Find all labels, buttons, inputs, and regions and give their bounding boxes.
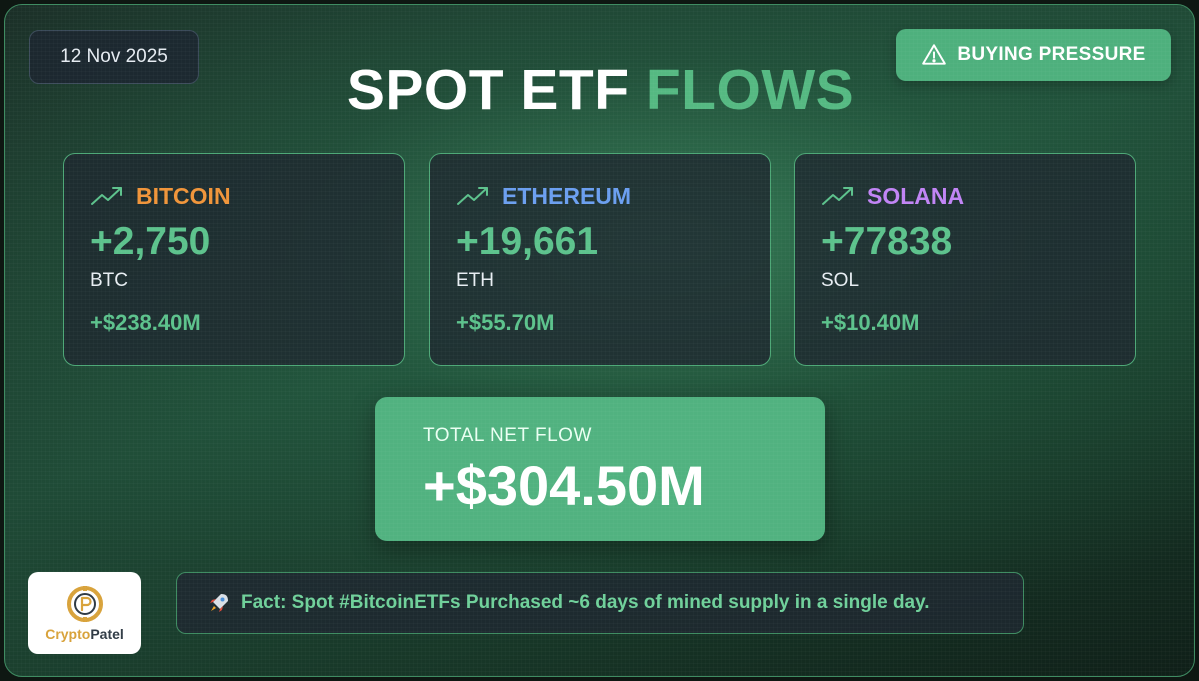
date-badge: 12 Nov 2025 bbox=[29, 30, 199, 84]
buying-pressure-badge: BUYING PRESSURE bbox=[896, 29, 1171, 81]
fact-text: Fact: Spot #BitcoinETFs Purchased ~6 day… bbox=[241, 592, 930, 613]
total-net-flow-panel: TOTAL NET FLOW +$304.50M bbox=[375, 397, 825, 541]
rocket-icon bbox=[210, 594, 228, 612]
card-usd: +$238.40M bbox=[90, 310, 201, 335]
card-usd: +$55.70M bbox=[456, 310, 555, 335]
trending-up-icon bbox=[822, 187, 853, 205]
card-ethereum: ETHEREUM +19,661 ETH +$55.70M bbox=[429, 153, 771, 366]
card-amount: +2,750 bbox=[90, 220, 211, 263]
logo-text: CryptoPatel bbox=[45, 626, 124, 642]
trending-up-icon bbox=[457, 187, 488, 205]
card-unit: SOL bbox=[821, 270, 860, 291]
infographic-frame: 12 Nov 2025 BUYING PRESSURE SPOT ETF FLO… bbox=[4, 4, 1195, 677]
card-unit: BTC bbox=[90, 270, 128, 291]
title-part-1: SPOT ETF bbox=[346, 58, 630, 122]
card-solana: SOLANA +77838 SOL +$10.40M bbox=[794, 153, 1136, 366]
total-value: +$304.50M bbox=[423, 454, 705, 517]
card-amount: +19,661 bbox=[456, 220, 599, 263]
badge-label: BUYING PRESSURE bbox=[957, 44, 1146, 65]
coin-logo-icon bbox=[66, 586, 103, 622]
card-name: SOLANA bbox=[867, 182, 965, 209]
title-part-2: FLOWS bbox=[645, 58, 855, 122]
card-usd: +$10.40M bbox=[821, 310, 920, 335]
card-unit: ETH bbox=[456, 270, 494, 291]
cryptopatel-logo: CryptoPatel bbox=[28, 572, 141, 654]
card-amount: +77838 bbox=[821, 220, 953, 263]
page-title: SPOT ETF FLOWS bbox=[5, 57, 1194, 123]
total-label: TOTAL NET FLOW bbox=[423, 425, 592, 446]
card-name: BITCOIN bbox=[136, 182, 231, 209]
card-name: ETHEREUM bbox=[502, 182, 632, 209]
trending-up-icon bbox=[91, 187, 122, 205]
warning-icon bbox=[922, 44, 947, 65]
card-bitcoin: BITCOIN +2,750 BTC +$238.40M bbox=[63, 153, 405, 366]
fact-banner: Fact: Spot #BitcoinETFs Purchased ~6 day… bbox=[176, 572, 1024, 634]
